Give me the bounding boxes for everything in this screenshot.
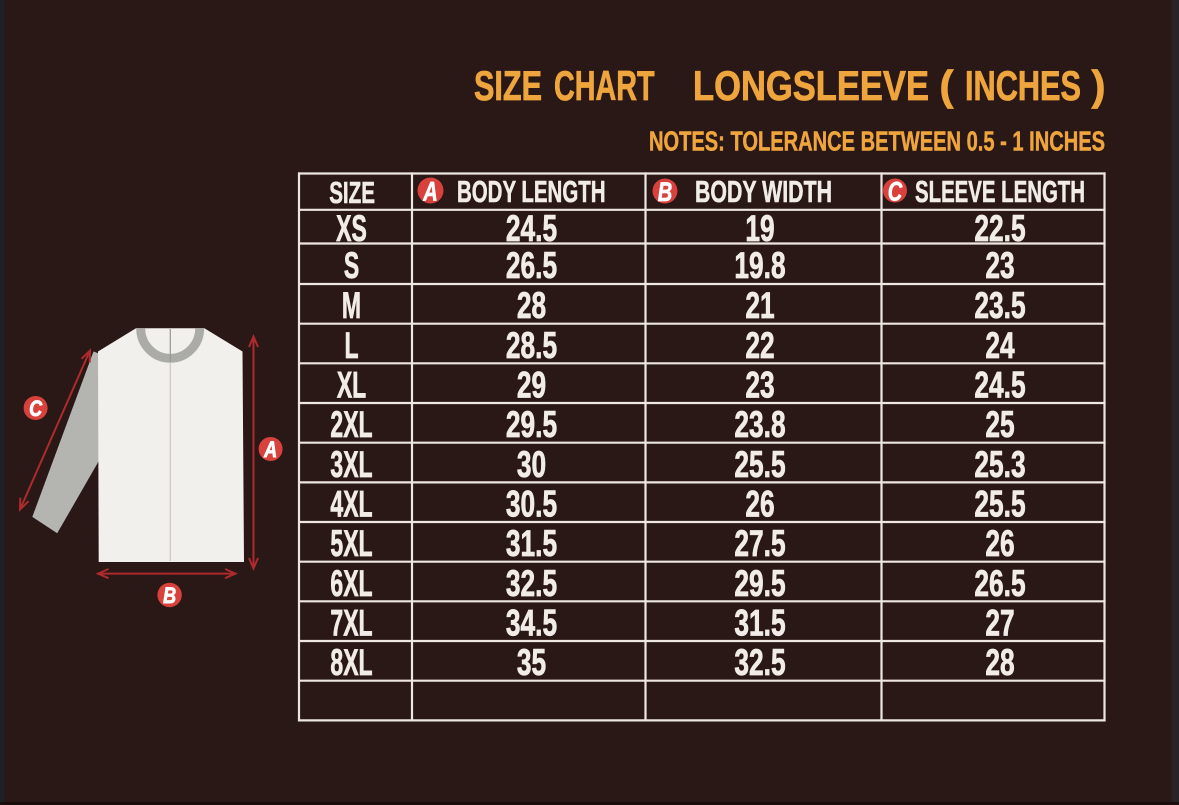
svg-text:27.5: 27.5: [734, 523, 785, 565]
svg-text:24.5: 24.5: [974, 364, 1025, 406]
svg-text:34.5: 34.5: [506, 602, 557, 644]
svg-text:A: A: [423, 176, 438, 206]
svg-text:23: 23: [985, 245, 1014, 287]
svg-text:(: (: [940, 62, 954, 109]
svg-text:6XL: 6XL: [330, 562, 372, 604]
svg-text:29.5: 29.5: [506, 404, 557, 446]
svg-text:29.5: 29.5: [734, 562, 785, 604]
svg-text:32.5: 32.5: [734, 642, 785, 684]
svg-text:25.5: 25.5: [734, 443, 785, 485]
svg-text:32.5: 32.5: [506, 562, 557, 604]
svg-text:26.5: 26.5: [506, 245, 557, 287]
svg-text:22: 22: [745, 324, 774, 366]
svg-text:30.5: 30.5: [506, 483, 557, 525]
svg-text:): ): [1092, 62, 1106, 109]
svg-text:29: 29: [517, 364, 546, 406]
svg-text:5XL: 5XL: [330, 522, 372, 564]
svg-text:CHART: CHART: [554, 62, 655, 109]
svg-text:8XL: 8XL: [330, 641, 372, 683]
svg-text:21: 21: [745, 285, 774, 327]
svg-text:SIZE: SIZE: [329, 175, 375, 210]
svg-text:28: 28: [985, 642, 1014, 684]
svg-text:22.5: 22.5: [974, 207, 1025, 249]
svg-text:35: 35: [517, 642, 546, 684]
svg-text:26.5: 26.5: [974, 562, 1025, 604]
svg-text:28.5: 28.5: [506, 324, 557, 366]
svg-text:SLEEVE LENGTH: SLEEVE LENGTH: [915, 174, 1085, 209]
svg-text:27: 27: [985, 602, 1014, 644]
svg-text:19.8: 19.8: [734, 245, 785, 287]
svg-text:B: B: [658, 177, 673, 207]
svg-text:25.5: 25.5: [974, 483, 1025, 525]
svg-text:31.5: 31.5: [506, 523, 557, 565]
svg-text:24: 24: [985, 324, 1014, 366]
svg-text:23.8: 23.8: [734, 404, 785, 446]
svg-text:24.5: 24.5: [506, 207, 557, 249]
svg-text:7XL: 7XL: [330, 602, 372, 644]
svg-text:4XL: 4XL: [330, 483, 372, 525]
svg-text:S: S: [344, 244, 359, 286]
svg-text:NOTES: TOLERANCE BETWEEN 0.5 -: NOTES: TOLERANCE BETWEEN 0.5 - 1 INCHES: [649, 126, 1105, 157]
svg-text:INCHES: INCHES: [965, 62, 1081, 109]
svg-text:25.3: 25.3: [974, 443, 1025, 485]
svg-text:2XL: 2XL: [330, 403, 372, 445]
svg-text:B: B: [163, 583, 176, 608]
svg-text:XL: XL: [337, 364, 366, 406]
svg-text:A: A: [263, 437, 277, 462]
svg-text:30: 30: [517, 443, 546, 485]
svg-text:LONGSLEEVE: LONGSLEEVE: [693, 62, 929, 109]
svg-text:26: 26: [745, 483, 774, 525]
svg-text:26: 26: [985, 523, 1014, 565]
svg-text:XS: XS: [336, 207, 367, 249]
svg-text:3XL: 3XL: [330, 443, 372, 485]
svg-text:31.5: 31.5: [734, 602, 785, 644]
svg-text:25: 25: [985, 404, 1014, 446]
svg-text:23.5: 23.5: [974, 285, 1025, 327]
svg-text:BODY LENGTH: BODY LENGTH: [457, 174, 606, 209]
svg-text:L: L: [344, 324, 358, 366]
svg-text:BODY WIDTH: BODY WIDTH: [695, 174, 832, 209]
svg-text:23: 23: [745, 364, 774, 406]
svg-text:SIZE: SIZE: [474, 62, 542, 109]
svg-text:19: 19: [745, 207, 774, 249]
svg-text:M: M: [342, 284, 361, 326]
svg-text:C: C: [29, 396, 43, 421]
svg-text:28: 28: [517, 285, 546, 327]
svg-text:C: C: [888, 176, 903, 206]
